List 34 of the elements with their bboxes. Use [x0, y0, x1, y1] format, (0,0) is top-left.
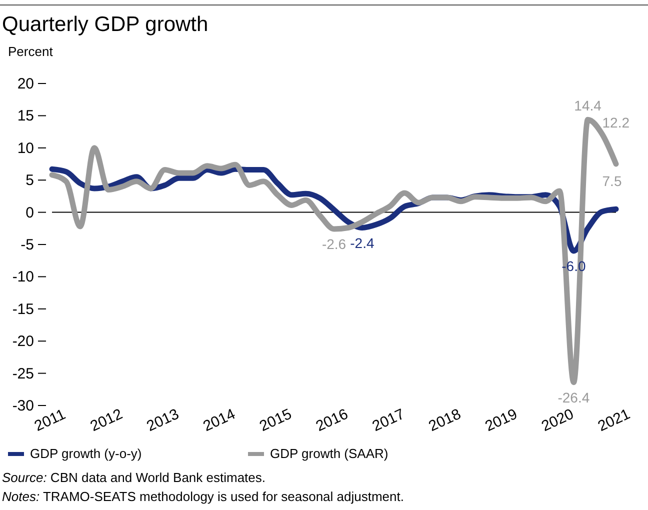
- y-tick-label: -30: [12, 398, 34, 414]
- x-tick-label: 2015: [256, 406, 294, 436]
- legend-label: GDP growth (SAAR): [270, 446, 388, 461]
- x-tick-label: 2018: [426, 406, 464, 436]
- x-tick-label: 2013: [144, 406, 182, 436]
- data-label: 12.2: [602, 114, 630, 131]
- y-tick-label: 10: [17, 140, 34, 157]
- chart-title: Quarterly GDP growth: [2, 13, 208, 36]
- x-tick-label: 2019: [482, 406, 520, 436]
- y-axis-title: Percent: [8, 44, 54, 59]
- y-tick-label: 0: [26, 204, 34, 222]
- data-label: -2.6: [322, 236, 346, 252]
- y-tick-label: -5: [20, 236, 34, 254]
- source-note: Source: CBN data and World Bank estimates.: [2, 470, 266, 485]
- data-label: -26.4: [558, 389, 590, 406]
- x-tick-label: 2012: [88, 406, 126, 436]
- y-tick-label: -20: [12, 333, 34, 350]
- y-tick-label: -25: [12, 365, 34, 382]
- x-tick-label: 2016: [313, 406, 351, 436]
- x-tick-label: 2020: [538, 406, 576, 436]
- x-tick-label: 2021: [595, 406, 633, 436]
- data-label: 14.4: [574, 98, 602, 114]
- legend-label: GDP growth (y-o-y): [30, 446, 142, 461]
- y-tick-label: 20: [17, 76, 34, 92]
- x-tick-label: 2017: [370, 406, 408, 436]
- y-tick-label: -10: [12, 268, 34, 286]
- y-tick-label: 15: [17, 108, 34, 125]
- data-label: -6.0: [562, 258, 586, 274]
- y-tick-label: 5: [26, 172, 34, 190]
- data-label: -2.4: [350, 234, 374, 251]
- x-tick-label: 2014: [200, 406, 238, 436]
- data-label: 7.5: [602, 173, 622, 189]
- text: Notes: TRAMO-SEATS methodology is used for seasonal adjustment.: [2, 489, 404, 504]
- y-tick-label: -15: [12, 300, 34, 318]
